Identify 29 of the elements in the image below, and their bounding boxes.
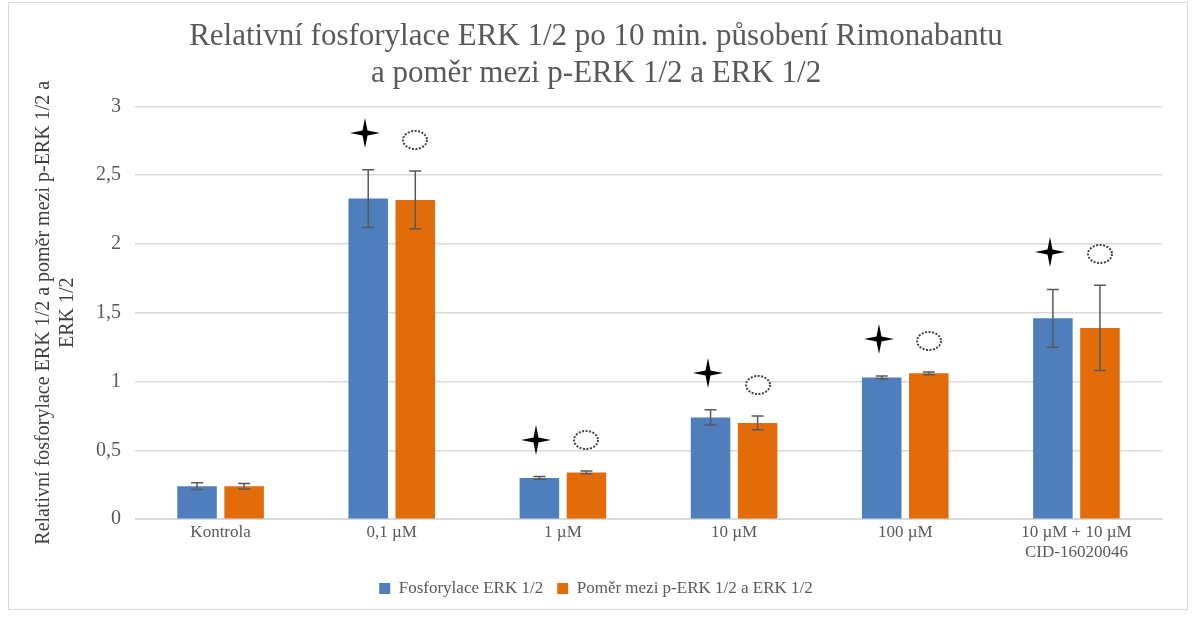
bar bbox=[177, 486, 217, 519]
legend-label: Fosforylace ERK 1/2 bbox=[398, 577, 544, 597]
bar bbox=[224, 486, 264, 519]
x-tick-label: 10 µM bbox=[711, 521, 758, 541]
bar bbox=[861, 377, 902, 519]
y-tick-label: 0,5 bbox=[96, 437, 121, 460]
bar bbox=[1033, 318, 1073, 519]
bar bbox=[909, 373, 949, 519]
x-tick-label: 1 µM bbox=[544, 521, 582, 541]
bar bbox=[690, 417, 731, 519]
bar bbox=[519, 477, 560, 519]
x-tick-label: 0,1 µM bbox=[366, 521, 417, 541]
y-tick-label: 0 bbox=[111, 506, 121, 529]
bar bbox=[395, 199, 436, 519]
bar bbox=[737, 422, 778, 519]
y-tick-label: 1,5 bbox=[96, 300, 121, 323]
bar bbox=[566, 472, 607, 519]
y-axis-title: Relativní fosforylace ERK 1/2 a poměr mezi p-ERK 1/2 a ERK 1/2 bbox=[31, 80, 78, 545]
bar bbox=[1080, 327, 1120, 519]
x-tick-label: Kontrola bbox=[190, 521, 252, 541]
bar bbox=[348, 198, 388, 519]
chart-title: Relativní fosforylace ERK 1/2 po 10 min. působení Rimonabantu a poměr mezi p-ERK 1/2 a ERK 1/2 bbox=[189, 16, 1003, 89]
y-tick-label: 1 bbox=[111, 368, 121, 391]
x-tick-label: 100 µM bbox=[877, 521, 933, 541]
y-tick-label: 3 bbox=[111, 93, 121, 116]
y-tick-label: 2,5 bbox=[96, 162, 121, 185]
x-tick-label: 10 µM + 10 µM CID-16020046 bbox=[1021, 521, 1132, 562]
y-tick-label: 2 bbox=[111, 231, 121, 254]
legend-label: Poměr mezi p-ERK 1/2 a ERK 1/2 bbox=[576, 577, 813, 597]
